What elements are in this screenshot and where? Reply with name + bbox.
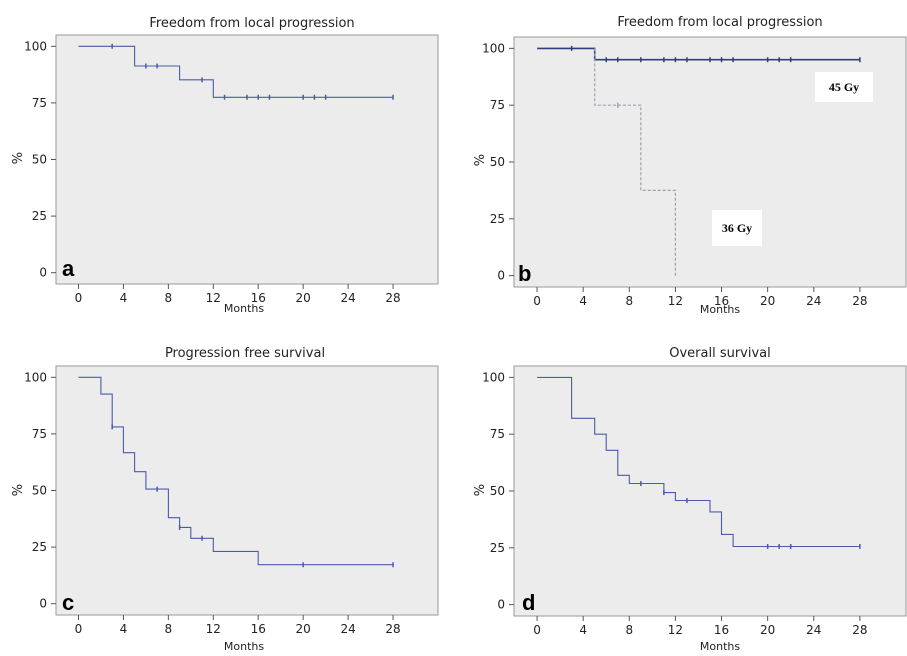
x-tick-label: 20 bbox=[760, 294, 775, 308]
x-tick-label: 20 bbox=[760, 623, 775, 637]
km-panel-b: 0 25 50 75 100 0 4 8 12 16 20 24 28 Freedom from loca… bbox=[473, 15, 907, 316]
survival-curve bbox=[594, 48, 676, 276]
plot-area bbox=[55, 34, 439, 285]
y-tick-label: 0 bbox=[39, 597, 47, 611]
x-axis-label: Months bbox=[224, 640, 264, 653]
x-tick-label: 8 bbox=[165, 622, 173, 636]
y-tick-label: 50 bbox=[32, 153, 47, 167]
y-tick-label: 25 bbox=[32, 540, 47, 554]
x-axis-label: Months bbox=[224, 302, 264, 315]
x-tick-label: 4 bbox=[120, 291, 128, 305]
y-tick-label: 0 bbox=[39, 266, 47, 280]
chart-title: Freedom from local progression bbox=[617, 15, 822, 30]
x-tick-label: 12 bbox=[668, 294, 683, 308]
y-tick-label: 25 bbox=[490, 212, 505, 226]
x-tick-label: 16 bbox=[251, 291, 266, 305]
x-axis-label: Months bbox=[700, 640, 740, 653]
x-tick-label: 28 bbox=[385, 622, 400, 636]
annotation-box bbox=[712, 210, 762, 246]
y-tick-label: 75 bbox=[32, 427, 47, 441]
x-tick-label: 16 bbox=[714, 623, 729, 637]
y-tick-label: 25 bbox=[490, 541, 505, 555]
dose-annotation: 45 Gy bbox=[829, 80, 859, 94]
x-tick-label: 16 bbox=[251, 622, 266, 636]
x-tick-label: 8 bbox=[625, 623, 633, 637]
y-axis-label: % bbox=[473, 154, 488, 166]
panel-label: b bbox=[518, 261, 531, 286]
y-tick-label: 75 bbox=[490, 427, 505, 441]
x-tick-label: 4 bbox=[120, 622, 128, 636]
panel-label: d bbox=[522, 590, 535, 615]
y-tick-label: 50 bbox=[490, 155, 505, 169]
y-tick-label: 0 bbox=[497, 269, 505, 283]
x-tick-label: 12 bbox=[668, 623, 683, 637]
panel-label: a bbox=[62, 256, 75, 281]
x-axis-label: Months bbox=[700, 303, 740, 316]
y-tick-label: 100 bbox=[482, 370, 505, 384]
x-tick-label: 0 bbox=[533, 623, 541, 637]
y-axis-label: % bbox=[11, 484, 26, 496]
y-tick-label: 100 bbox=[24, 39, 47, 53]
y-tick-label: 75 bbox=[490, 98, 505, 112]
annotation-box bbox=[815, 72, 873, 102]
x-tick-label: 8 bbox=[625, 294, 633, 308]
x-tick-label: 28 bbox=[852, 294, 867, 308]
x-tick-label: 0 bbox=[533, 294, 541, 308]
km-panel-a: 0 25 50 75 100 0 4 8 12 16 20 24 28 Freedom from loca… bbox=[11, 16, 439, 315]
x-tick-label: 12 bbox=[206, 622, 221, 636]
chart-title: Progression free survival bbox=[165, 346, 325, 361]
x-tick-label: 24 bbox=[340, 622, 355, 636]
x-tick-label: 28 bbox=[852, 623, 867, 637]
y-axis-label: % bbox=[473, 484, 488, 496]
x-tick-label: 0 bbox=[75, 291, 83, 305]
x-tick-label: 24 bbox=[340, 291, 355, 305]
x-tick-label: 20 bbox=[296, 622, 311, 636]
y-tick-label: 75 bbox=[32, 96, 47, 110]
x-tick-label: 16 bbox=[714, 294, 729, 308]
survival-curve bbox=[78, 45, 394, 98]
y-tick-label: 100 bbox=[24, 370, 47, 384]
x-tick-label: 8 bbox=[165, 291, 173, 305]
x-tick-label: 20 bbox=[296, 291, 311, 305]
x-tick-label: 24 bbox=[806, 623, 821, 637]
survival-curve bbox=[537, 376, 860, 548]
x-tick-label: 12 bbox=[206, 291, 221, 305]
km-panel-c: 0 25 50 75 100 0 4 8 12 16 20 24 28 Progression free … bbox=[11, 346, 439, 653]
x-tick-label: 0 bbox=[75, 622, 83, 636]
chart-title: Freedom from local progression bbox=[149, 16, 354, 31]
x-tick-label: 4 bbox=[579, 623, 587, 637]
plot-area bbox=[55, 365, 439, 616]
panel-label: c bbox=[62, 590, 74, 615]
x-tick-label: 4 bbox=[579, 294, 587, 308]
km-panel-d: 0 25 50 75 100 0 4 8 12 16 20 24 28 Overall survival M… bbox=[473, 346, 907, 653]
x-tick-label: 24 bbox=[806, 294, 821, 308]
y-tick-label: 50 bbox=[32, 484, 47, 498]
y-tick-label: 100 bbox=[482, 41, 505, 55]
y-tick-label: 25 bbox=[32, 209, 47, 223]
y-axis-label: % bbox=[11, 152, 26, 164]
chart-title: Overall survival bbox=[669, 346, 771, 361]
dose-annotation: 36 Gy bbox=[722, 221, 752, 235]
plot-area bbox=[513, 365, 907, 617]
x-tick-label: 28 bbox=[385, 291, 400, 305]
y-tick-label: 0 bbox=[497, 598, 505, 612]
y-tick-label: 50 bbox=[490, 484, 505, 498]
